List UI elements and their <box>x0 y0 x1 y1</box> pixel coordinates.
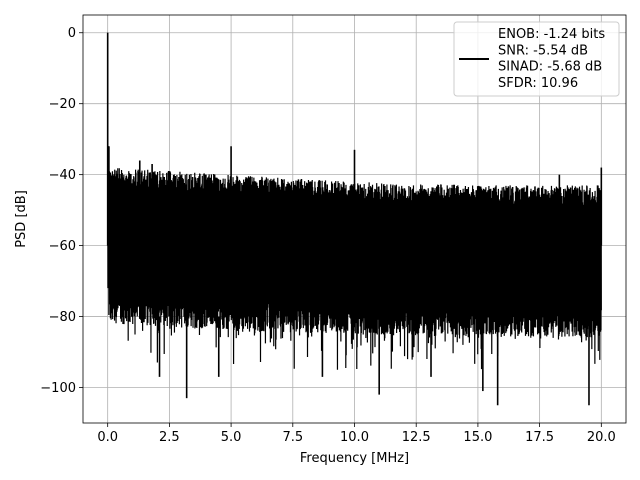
y-axis-label: PSD [dB] <box>14 190 29 248</box>
legend-sfdr: SFDR: 10.96 <box>498 76 578 91</box>
y-tick-label: −40 <box>49 168 76 183</box>
x-tick-label: 5.0 <box>221 430 242 445</box>
y-tick-label: −100 <box>40 381 76 396</box>
x-tick-label: 7.5 <box>282 430 303 445</box>
legend-snr: SNR: -5.54 dB <box>498 43 588 58</box>
legend-enob: ENOB: -1.24 bits <box>498 27 605 42</box>
x-tick-label: 17.5 <box>525 430 554 445</box>
y-axis: 0 −20 −40 −60 −80 −100 <box>40 26 83 396</box>
x-tick-label: 2.5 <box>159 430 180 445</box>
legend-sinad: SINAD: -5.68 dB <box>498 60 602 75</box>
y-tick-label: −80 <box>49 310 76 325</box>
x-tick-label: 12.5 <box>402 430 431 445</box>
legend: ENOB: -1.24 bits SNR: -5.54 dB SINAD: -5… <box>453 21 620 97</box>
x-tick-label: 20.0 <box>587 430 616 445</box>
y-tick-label: −60 <box>49 239 76 254</box>
y-tick-label: −20 <box>49 97 76 112</box>
x-axis: 0.0 2.5 5.0 7.5 10.0 12.5 15.0 17.5 20.0 <box>97 423 616 445</box>
y-tick-label: 0 <box>68 26 76 41</box>
x-axis-label: Frequency [MHz] <box>300 451 409 466</box>
legend-box <box>453 21 620 97</box>
x-tick-label: 0.0 <box>97 430 118 445</box>
x-tick-label: 15.0 <box>463 430 492 445</box>
psd-series-layer <box>106 32 603 406</box>
x-tick-label: 10.0 <box>340 430 369 445</box>
